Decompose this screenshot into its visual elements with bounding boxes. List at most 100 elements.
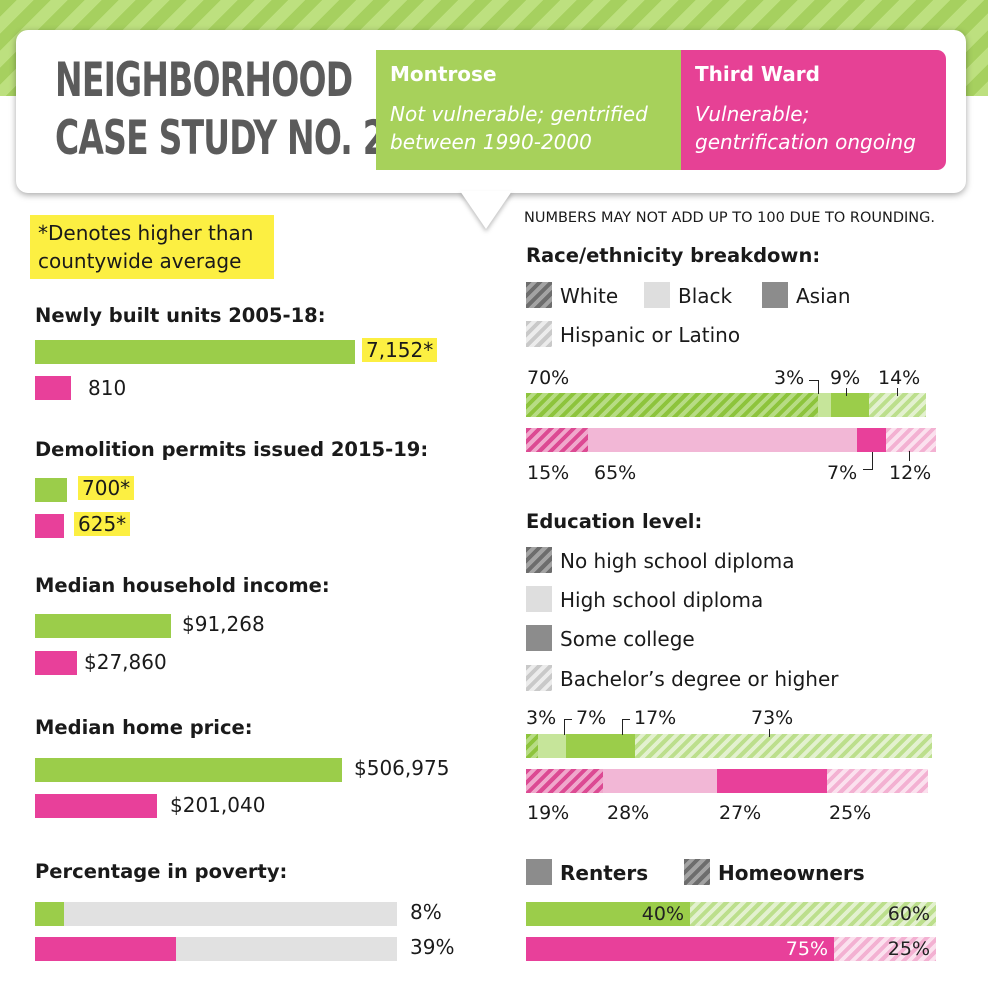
swatch-hatch-dark (526, 282, 552, 308)
seg-race-third-ward-hispanic (886, 428, 936, 452)
legend-homeowners: Homeowners (684, 859, 865, 885)
chart-title-new-units: Newly built units 2005-18: (35, 304, 326, 327)
legend-race-black: Black (644, 282, 732, 308)
seg-tenure-third-ward-renters-label: 75% (785, 938, 828, 960)
seg-edu-montrose-no-diploma (526, 734, 538, 758)
seg-race-montrose-black (818, 393, 831, 417)
legend-third-ward-desc-1: Vulnerable; (695, 102, 810, 126)
swatch-hatch-dark (684, 859, 710, 885)
stack-edu-montrose (526, 734, 932, 758)
seg-edu-third-ward-bachelors (827, 769, 928, 793)
value-poverty-montrose: 8% (410, 900, 442, 924)
tick-race-montrose-black (809, 380, 819, 394)
rounding-note: NUMBERS MAY NOT ADD UP TO 100 DUE TO ROU… (524, 210, 935, 226)
legend-edu-diploma: High school diploma (526, 586, 763, 612)
value-home-price-third-ward: $201,040 (170, 793, 266, 817)
value-home-price-montrose: $506,975 (354, 756, 450, 780)
seg-edu-third-ward-diploma (603, 769, 717, 793)
legend-race-black-label: Black (678, 284, 733, 308)
title-line-1: NEIGHBORHOOD (55, 53, 353, 108)
value-demolition-third-ward: 625* (74, 512, 131, 536)
pct-edu-montrose-bachelors: 73% (751, 707, 794, 729)
value-income-montrose: $91,268 (182, 612, 265, 636)
legend-race-asian-label: Asian (796, 284, 851, 308)
seg-race-third-ward-black (588, 428, 857, 452)
seg-tenure-montrose-homeowners: 60% (690, 902, 936, 926)
pct-race-montrose-hispanic: 14% (878, 367, 921, 389)
seg-race-third-ward-asian (857, 428, 886, 452)
chart-title-education: Education level: (526, 510, 703, 533)
pct-edu-third-ward-some-college: 27% (719, 802, 762, 824)
note-line-1: *Denotes higher than (38, 221, 254, 245)
pct-race-third-ward-white: 15% (527, 462, 570, 484)
stack-edu-third-ward (526, 769, 928, 793)
tick-race-third-ward-asian (863, 452, 873, 470)
seg-race-third-ward-white (526, 428, 588, 452)
swatch-hatch-dark (526, 547, 552, 573)
legend-edu-some-college-label: Some college (560, 627, 695, 651)
bar-home-price-montrose (35, 758, 342, 782)
legend-montrose-desc-1: Not vulnerable; gentrified (390, 102, 648, 126)
seg-edu-third-ward-some-college (717, 769, 827, 793)
seg-edu-third-ward-no-diploma (526, 769, 603, 793)
seg-tenure-montrose-homeowners-label: 60% (887, 903, 930, 925)
chart-title-race: Race/ethnicity breakdown: (526, 244, 821, 267)
pct-edu-montrose-some-college: 17% (634, 707, 677, 729)
legend-edu-no-diploma: No high school diploma (526, 547, 794, 573)
tick-edu-montrose-bachelors (769, 729, 770, 737)
tick-race-montrose-asian (846, 388, 847, 396)
bar-poverty-montrose (35, 902, 64, 926)
tick-race-third-ward-hispanic (909, 451, 910, 461)
stack-race-third-ward (526, 428, 936, 452)
header-pointer (460, 191, 512, 229)
seg-tenure-third-ward-homeowners-label: 25% (887, 938, 930, 960)
title-line-2: CASE STUDY NO. 2 (55, 111, 386, 166)
pct-race-montrose-black: 3% (774, 367, 805, 389)
value-income-third-ward: $27,860 (84, 650, 167, 674)
bar-income-third-ward (35, 651, 77, 675)
bar-new-units-third-ward (35, 376, 71, 400)
tick-edu-montrose-diploma (564, 719, 572, 735)
swatch-hatch-light (526, 321, 552, 347)
pct-edu-third-ward-bachelors: 25% (829, 802, 872, 824)
value-new-units-third-ward: 810 (88, 376, 127, 400)
tick-edu-montrose-some-college (622, 719, 630, 735)
stack-tenure-third-ward: 75% 25% (526, 937, 936, 961)
pct-race-third-ward-hispanic: 12% (889, 462, 932, 484)
bar-home-price-third-ward (35, 794, 157, 818)
legend-edu-some-college: Some college (526, 625, 695, 651)
legend-third-ward-name: Third Ward (695, 62, 820, 86)
page-title: NEIGHBORHOOD CASE STUDY NO. 2 (55, 52, 386, 168)
legend-renters: Renters (526, 859, 648, 885)
value-new-units-montrose: 7,152* (362, 338, 438, 362)
bar-poverty-third-ward (35, 937, 176, 961)
pct-race-montrose-white: 70% (527, 367, 570, 389)
label-demolition-third-ward: 625* (74, 512, 131, 536)
bar-income-montrose (35, 614, 171, 638)
legend-third-ward-desc-2: gentrification ongoing (695, 130, 916, 154)
tick-race-montrose-hispanic (897, 388, 898, 396)
pct-race-third-ward-black: 65% (594, 462, 637, 484)
swatch-solid-light (526, 586, 552, 612)
bar-new-units-montrose (35, 340, 355, 364)
seg-race-montrose-hispanic (869, 393, 926, 417)
stack-tenure-montrose: 40% 60% (526, 902, 936, 926)
legend-edu-bachelors: Bachelor’s degree or higher (526, 665, 839, 691)
bar-demolition-montrose (35, 478, 67, 502)
value-demolition-montrose: 700* (78, 476, 135, 500)
legend-race-hispanic: Hispanic or Latino (526, 321, 740, 347)
pct-edu-third-ward-no-diploma: 19% (527, 802, 570, 824)
stack-race-montrose (526, 393, 926, 417)
swatch-hatch-light (526, 665, 552, 691)
legend-race-hispanic-label: Hispanic or Latino (560, 323, 741, 347)
legend-race-white-label: White (560, 284, 619, 308)
label-new-units-montrose: 7,152* (362, 338, 438, 362)
legend-edu-bachelors-label: Bachelor’s degree or higher (560, 667, 839, 691)
chart-title-home-price: Median home price: (35, 716, 253, 739)
pct-edu-montrose-no-diploma: 3% (526, 707, 557, 729)
seg-edu-montrose-some-college (566, 734, 635, 758)
swatch-solid-dark (526, 859, 552, 885)
pct-edu-montrose-diploma: 7% (576, 707, 607, 729)
swatch-solid-light (644, 282, 670, 308)
seg-tenure-third-ward-renters: 75% (526, 937, 834, 961)
